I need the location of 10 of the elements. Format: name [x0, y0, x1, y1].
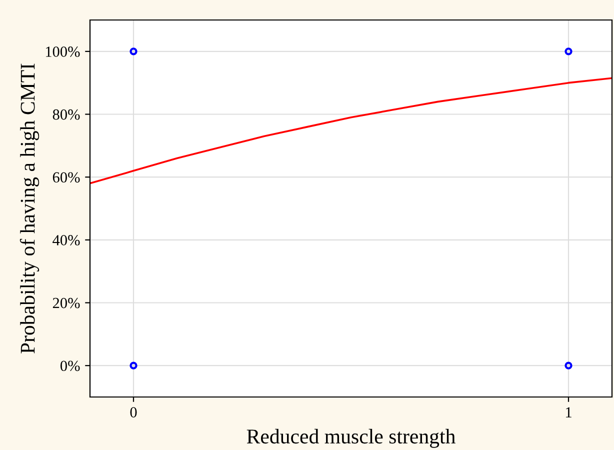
y-tick-label: 0%	[60, 360, 80, 372]
x-tick-label: 0	[130, 407, 137, 418]
y-tick-label: 20%	[52, 298, 80, 308]
x-tick-label: 1	[566, 407, 572, 418]
y-tick-label: 40%	[52, 235, 80, 246]
y-tick-label: 60%	[52, 172, 80, 183]
x-axis-title: Reduced muscle strength	[246, 428, 456, 448]
y-axis-title: Probability of having a high CMTI	[20, 64, 40, 354]
y-tick-label: 80%	[52, 109, 80, 120]
y-tick-label: 100%	[46, 46, 80, 57]
